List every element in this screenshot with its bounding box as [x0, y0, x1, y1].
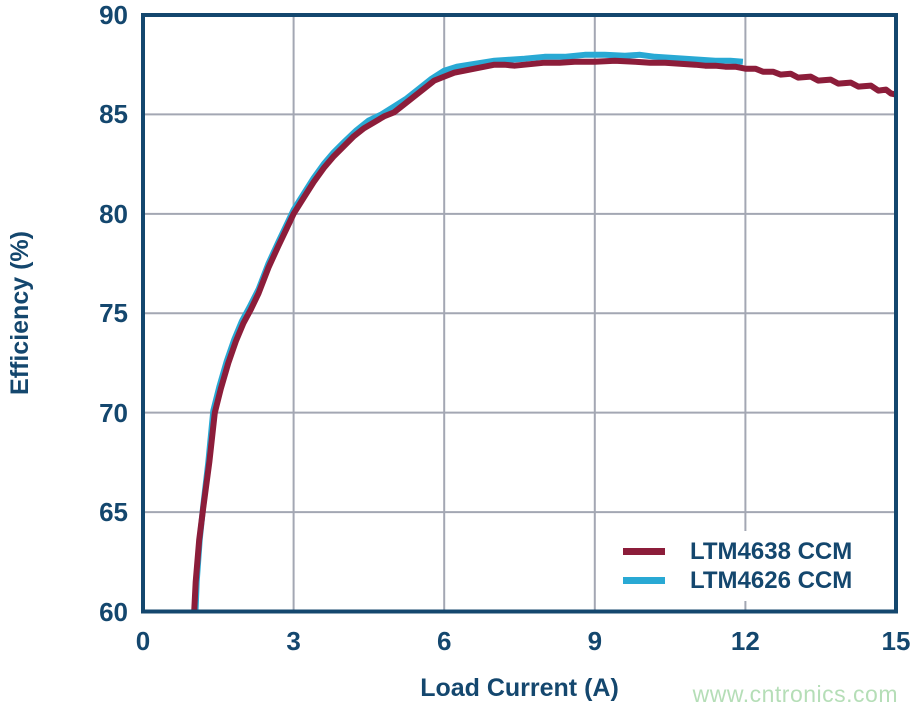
legend-item-ltm4638: LTM4638 CCM — [623, 537, 852, 566]
legend-swatch-ltm4626 — [623, 577, 665, 584]
y-tick-label-85: 85 — [99, 99, 128, 130]
y-tick-label-90: 90 — [99, 0, 128, 30]
y-tick-label-60: 60 — [99, 596, 128, 627]
legend: LTM4638 CCM LTM4626 CCM — [604, 531, 871, 601]
x-tick-label-0: 0 — [135, 626, 151, 656]
y-tick-label-80: 80 — [99, 198, 128, 229]
legend-label-ltm4638: LTM4638 CCM — [690, 537, 853, 565]
y-tick-label-65: 65 — [99, 497, 128, 528]
x-tick-label-15: 15 — [881, 626, 911, 656]
x-axis-title: Load Current (A) — [420, 674, 619, 702]
y-tick-label-70: 70 — [99, 397, 128, 428]
watermark: www.cntronics.com — [692, 681, 898, 707]
series-line-ltm4638-ccm — [191, 57, 896, 612]
x-tick-label-6: 6 — [436, 626, 452, 656]
legend-item-ltm4626: LTM4626 CCM — [623, 566, 852, 595]
x-tick-label-3: 3 — [286, 626, 301, 656]
x-tick-label-12: 12 — [730, 626, 760, 656]
plot-border — [141, 13, 898, 614]
legend-label-ltm4626: LTM4626 CCM — [690, 566, 853, 594]
y-tick-label-75: 75 — [99, 298, 128, 329]
x-tick-label-9: 9 — [587, 626, 603, 656]
legend-swatch-ltm4638 — [623, 548, 665, 555]
